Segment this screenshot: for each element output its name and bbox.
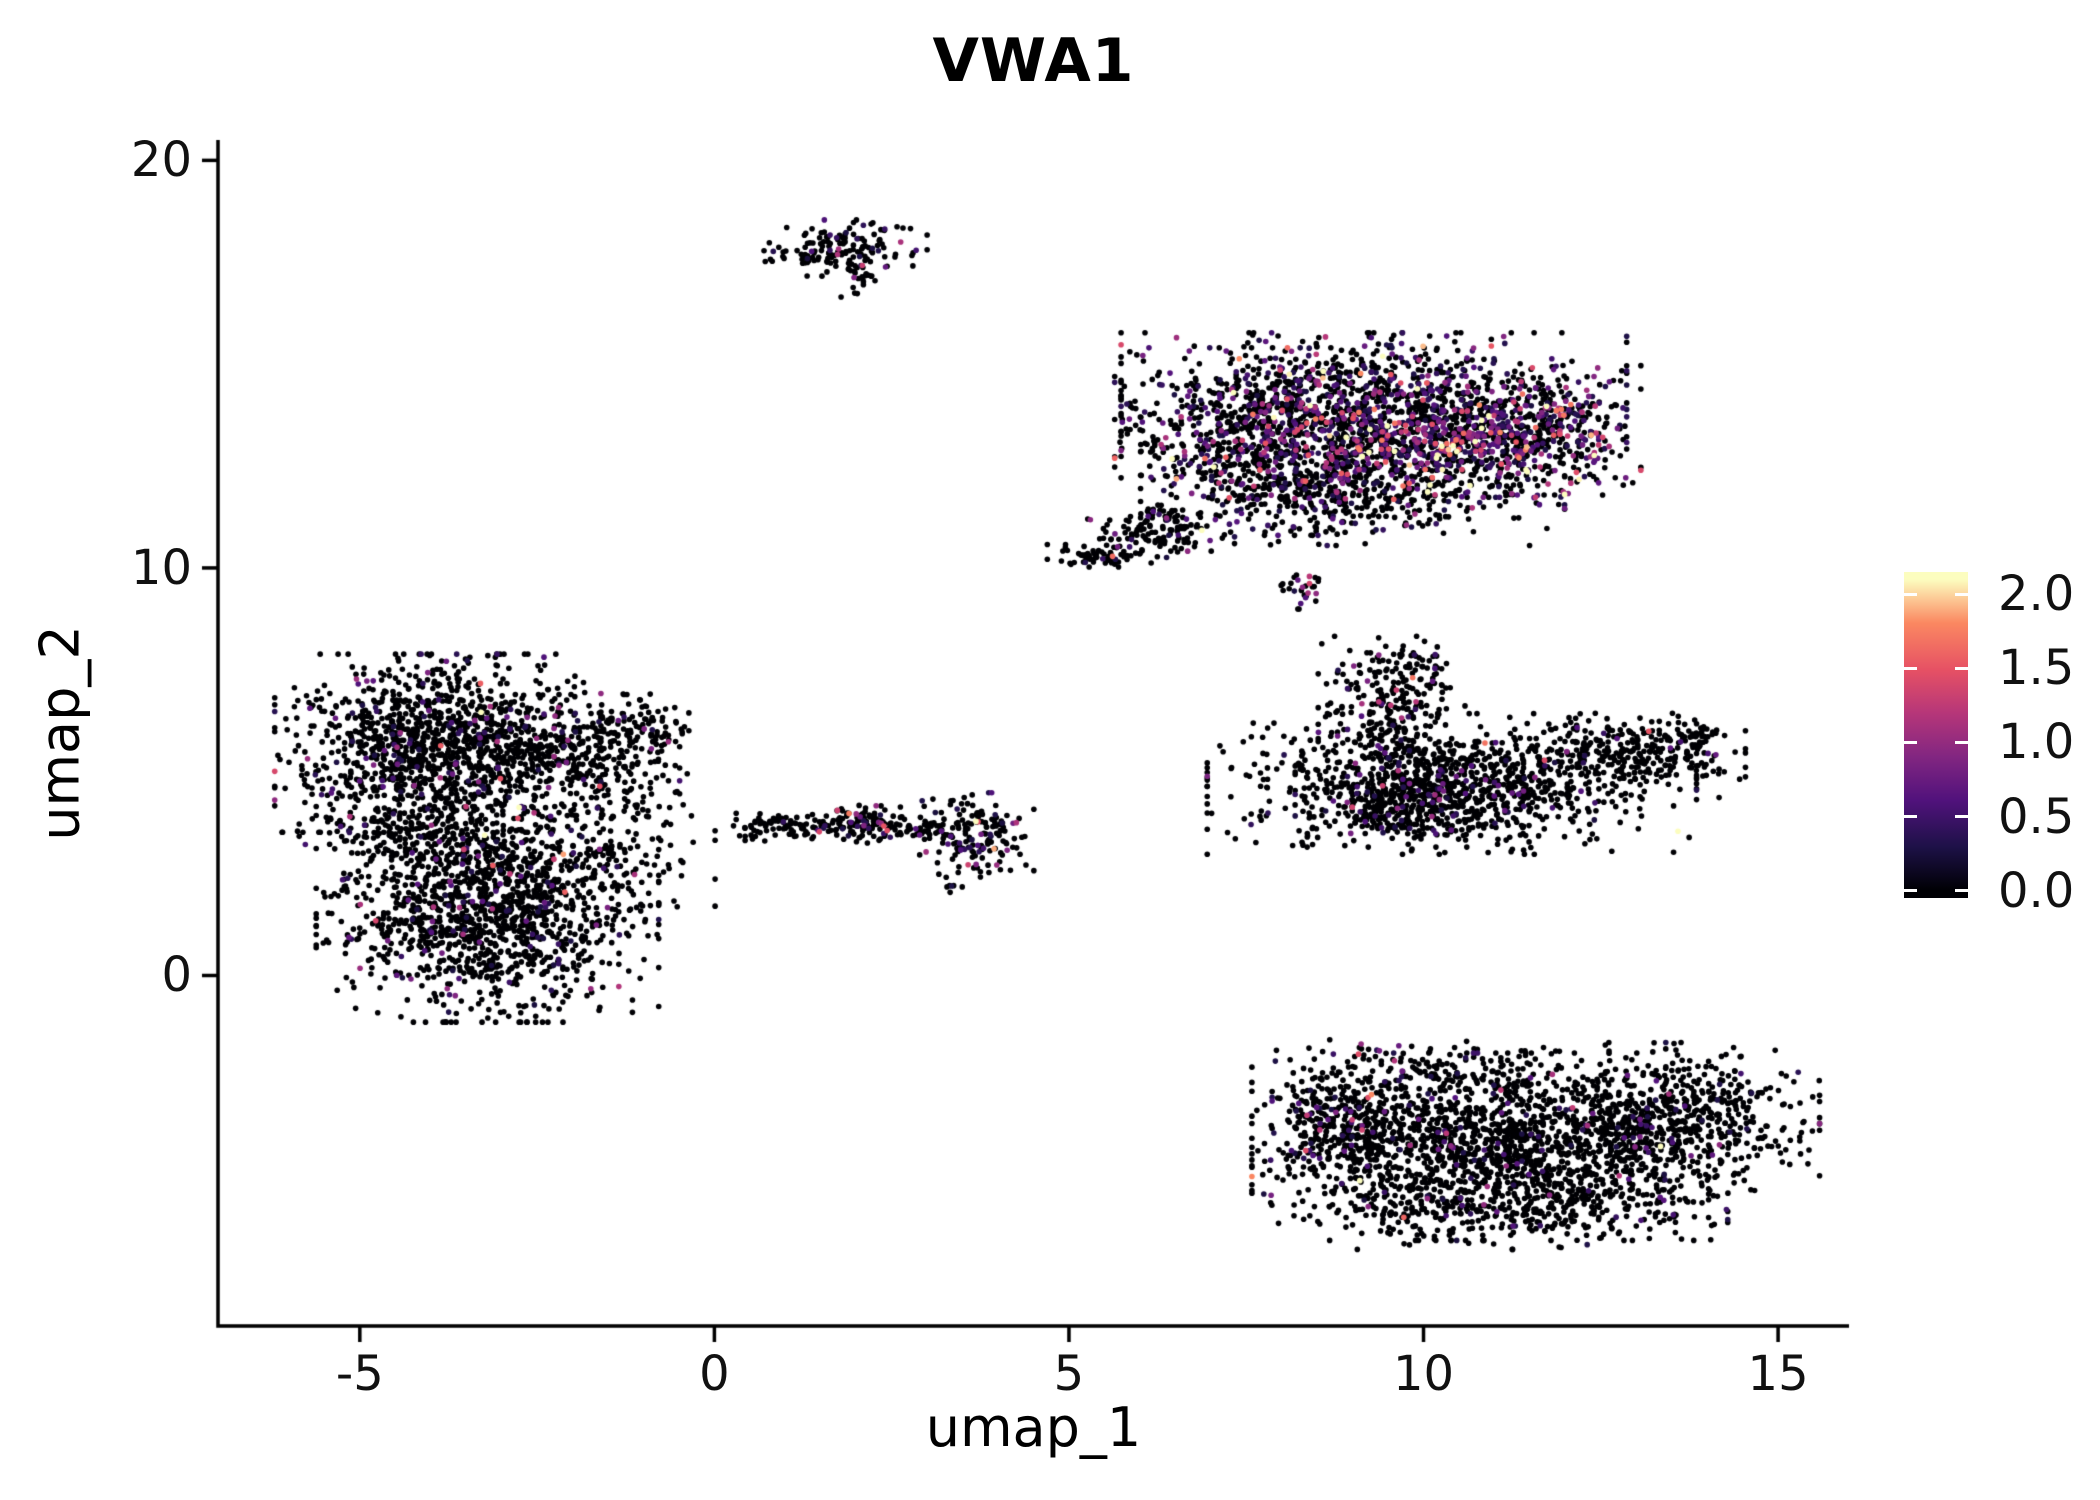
colorbar-tick-mark	[1955, 889, 1968, 893]
colorbar-tick-label: 1.5	[1998, 640, 2075, 697]
colorbar-tick-label: 1.0	[1998, 714, 2075, 771]
colorbar-tick-mark	[1955, 740, 1968, 744]
colorbar-tick-label: 0.0	[1998, 862, 2075, 919]
y-axis-label: umap_2	[28, 625, 92, 841]
plot-title: VWA1	[932, 26, 1135, 96]
y-tick-label: 20	[130, 132, 192, 189]
colorbar-tick-mark	[1904, 740, 1917, 744]
x-tick-label: 15	[1747, 1346, 1809, 1402]
colorbar-tick-mark	[1904, 889, 1917, 893]
colorbar-tick-mark	[1955, 666, 1968, 670]
x-tick-label: 5	[1053, 1346, 1085, 1402]
y-tick-label: 0	[161, 947, 192, 1004]
x-tick-label: 10	[1392, 1346, 1455, 1402]
colorbar-tick-mark	[1904, 592, 1917, 596]
colorbar-tick-mark	[1955, 592, 1968, 596]
colorbar-tick-mark	[1955, 815, 1968, 818]
colorbar-tick-mark	[1904, 666, 1917, 670]
y-tick-label: 10	[130, 539, 192, 596]
colorbar-tick-label: 0.5	[1998, 788, 2075, 845]
colorbar-tick-label: 2.0	[1998, 566, 2075, 623]
x-tick-label: 0	[699, 1346, 730, 1402]
x-axis-label: umap_1	[925, 1396, 1142, 1459]
expression-colorbar	[1904, 572, 1968, 898]
x-tick-label: -5	[335, 1346, 384, 1402]
colorbar-tick-mark	[1904, 815, 1917, 818]
